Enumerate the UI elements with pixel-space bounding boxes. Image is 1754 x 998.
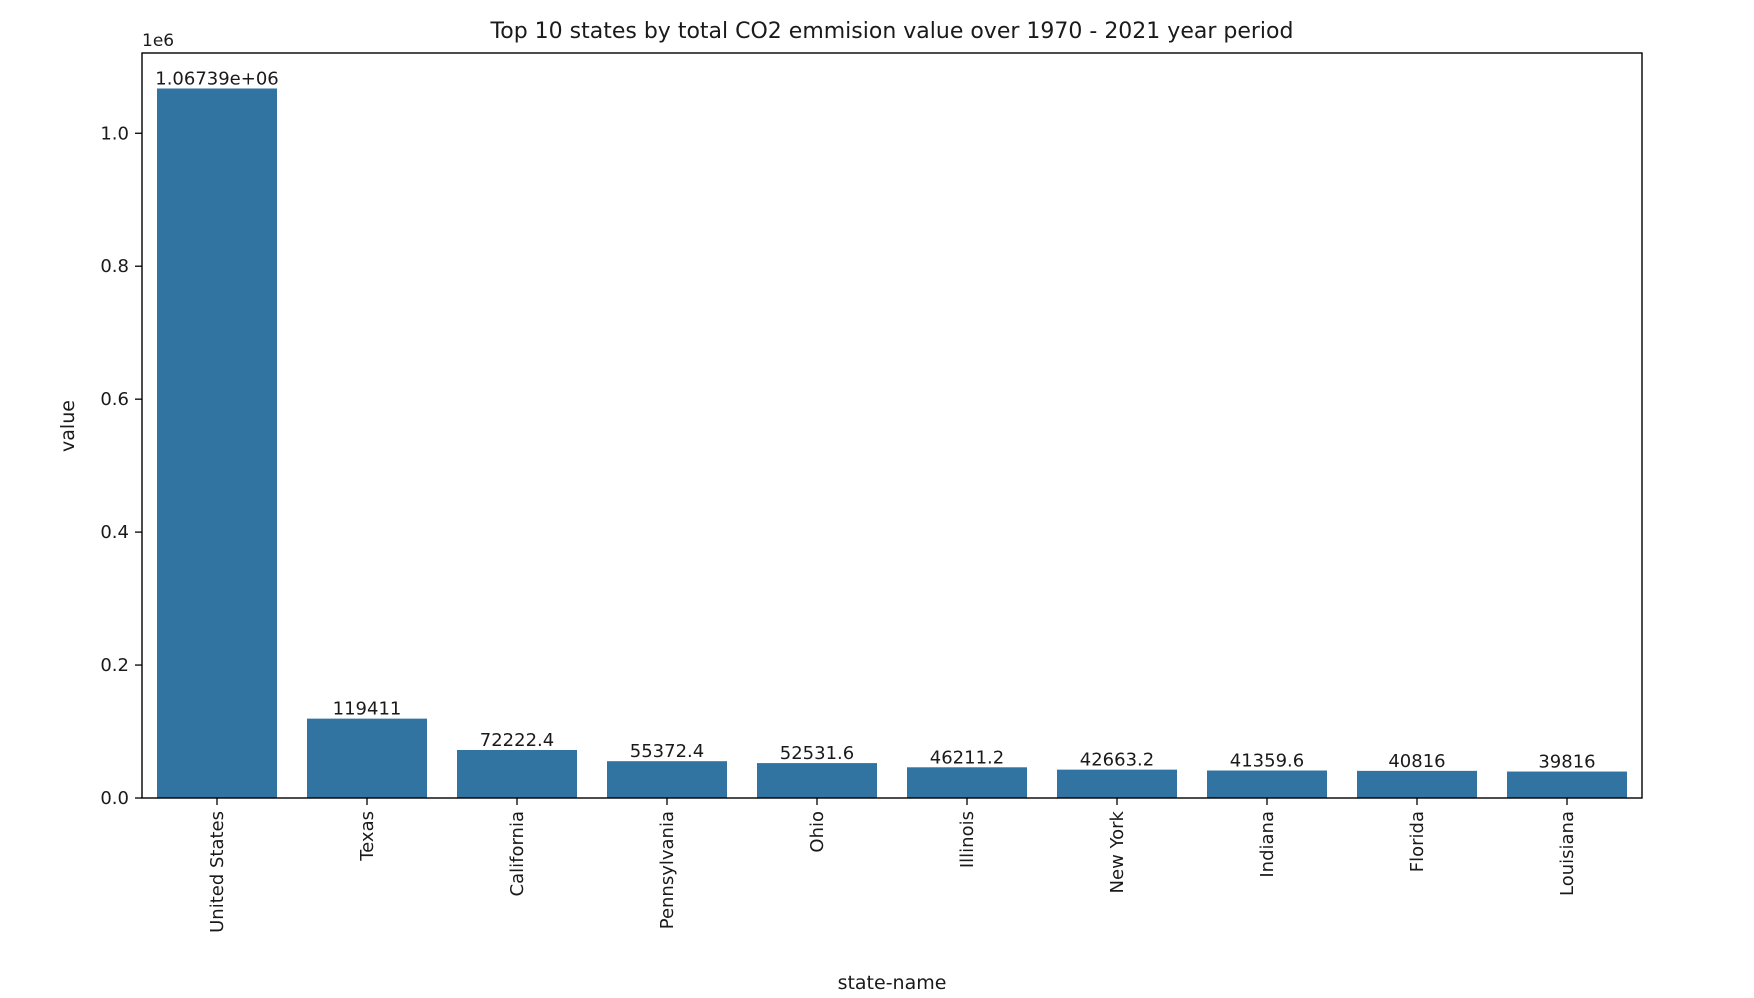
bar-ohio	[757, 763, 877, 798]
y-tick-label: 0.2	[100, 655, 129, 676]
x-tick-label: California	[507, 811, 528, 896]
bar-value-label: 39816	[1538, 752, 1595, 773]
x-tick-label: Indiana	[1257, 811, 1278, 878]
y-tick-label: 0.8	[100, 256, 129, 277]
bar-texas	[307, 718, 427, 798]
bar-california	[457, 749, 577, 798]
y-axis-ticks: 0.0 0.2 0.4 0.6 0.8 1.0	[100, 123, 142, 809]
x-axis-ticks: United States Texas California Pennsylvania…	[207, 798, 1578, 933]
bar-value-label: 72222.4	[480, 730, 554, 751]
chart-title: Top 10 states by total CO2 emmision valu…	[490, 19, 1294, 44]
y-tick-label: 0.0	[100, 788, 129, 809]
bar-new-york	[1057, 769, 1177, 798]
bar-value-label: 40816	[1388, 751, 1445, 772]
y-tick-label: 0.6	[100, 389, 129, 410]
bar-pennsylvania	[607, 761, 727, 798]
x-tick-label: United States	[207, 811, 228, 933]
bar-louisiana	[1507, 771, 1627, 798]
x-tick-label: Louisiana	[1557, 811, 1578, 896]
y-axis-label: value	[57, 400, 79, 452]
x-tick-label: Texas	[357, 811, 378, 862]
bar-value-label: 55372.4	[630, 741, 704, 762]
y-tick-label: 0.4	[100, 522, 129, 543]
x-tick-label: Ohio	[807, 811, 828, 853]
bar-united-states	[157, 88, 277, 799]
bar-value-label: 52531.6	[780, 743, 854, 764]
x-tick-label: New York	[1107, 810, 1128, 893]
x-axis-label: state-name	[838, 972, 947, 994]
bar-value-label: 46211.2	[930, 747, 1004, 768]
bar-illinois	[907, 767, 1027, 798]
x-tick-label: Pennsylvania	[657, 811, 678, 929]
bar-value-label: 41359.6	[1230, 751, 1304, 772]
bar-florida	[1357, 770, 1477, 798]
bar-value-labels: 1.06739e+06 119411 72222.4 55372.4 52531.6 46…	[155, 68, 1595, 772]
plot-frame	[141, 52, 1643, 799]
bar-indiana	[1207, 770, 1327, 798]
bars-layer	[157, 88, 1627, 799]
y-axis-offset-label: 1e6	[142, 31, 174, 51]
y-tick-label: 1.0	[100, 123, 129, 144]
x-tick-label: Florida	[1407, 811, 1428, 872]
x-tick-label: Illinois	[957, 811, 978, 868]
bar-value-label: 1.06739e+06	[155, 68, 279, 89]
bar-value-label: 42663.2	[1080, 750, 1154, 771]
bar-value-label: 119411	[333, 699, 402, 720]
